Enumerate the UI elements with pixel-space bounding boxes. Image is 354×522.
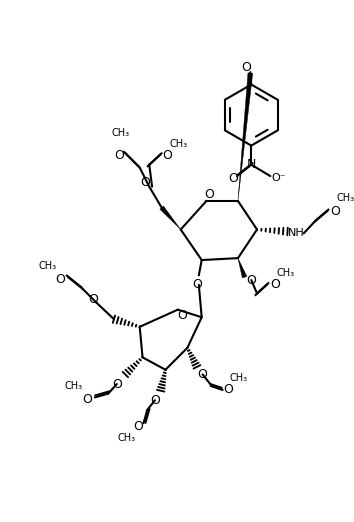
Text: CH₃: CH₃ <box>337 193 354 203</box>
Text: O: O <box>150 394 160 407</box>
Text: O: O <box>112 377 122 390</box>
Text: O: O <box>223 383 233 396</box>
Polygon shape <box>238 73 253 201</box>
Text: CH₃: CH₃ <box>65 381 83 391</box>
Text: CH₃: CH₃ <box>117 433 135 443</box>
Text: O: O <box>114 149 124 162</box>
Text: NH: NH <box>288 228 304 239</box>
Text: O: O <box>141 176 150 189</box>
Text: O: O <box>56 272 65 286</box>
Polygon shape <box>160 206 181 230</box>
Text: N: N <box>247 158 256 171</box>
Text: O: O <box>88 293 98 306</box>
Text: O: O <box>204 188 214 201</box>
Text: O: O <box>228 172 238 185</box>
Text: CH₃: CH₃ <box>112 128 130 138</box>
Polygon shape <box>238 258 247 278</box>
Text: CH₃: CH₃ <box>38 261 56 271</box>
Text: O: O <box>82 393 92 406</box>
Text: O: O <box>246 274 256 287</box>
Text: O⁻: O⁻ <box>272 173 286 183</box>
Text: O: O <box>241 61 251 74</box>
Text: O: O <box>192 278 202 291</box>
Text: O: O <box>198 368 207 381</box>
Text: O: O <box>270 278 280 291</box>
Text: O: O <box>330 205 340 218</box>
Text: O: O <box>133 420 143 433</box>
Text: O: O <box>162 149 172 162</box>
Text: CH₃: CH₃ <box>170 139 188 149</box>
Text: O: O <box>178 309 188 322</box>
Text: CH₃: CH₃ <box>230 373 248 383</box>
Text: CH₃: CH₃ <box>276 268 295 278</box>
